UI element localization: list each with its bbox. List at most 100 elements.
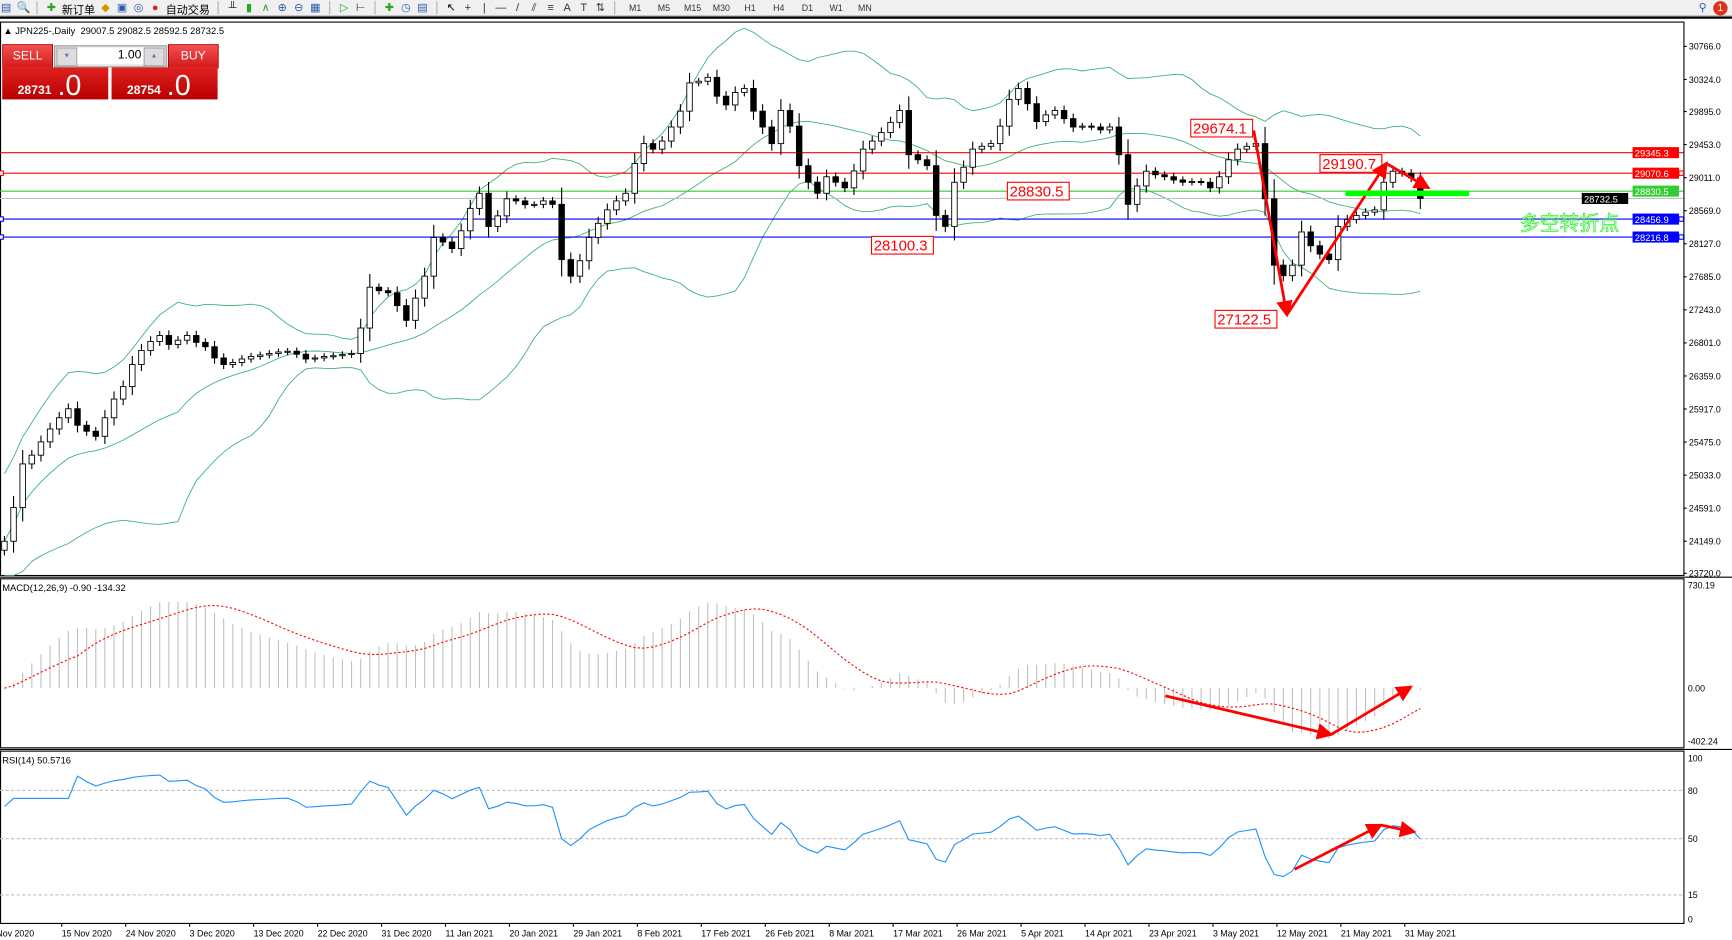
- horizontal-line-icon[interactable]: —: [495, 1, 507, 14]
- market-icon[interactable]: ▣: [116, 1, 128, 14]
- candle-body: [284, 350, 291, 353]
- macd-axis-label: 0.00: [1688, 683, 1705, 693]
- text-icon[interactable]: A: [563, 1, 571, 14]
- ask-price-main: 28754: [127, 83, 161, 98]
- candle-body: [220, 357, 227, 365]
- buy-button[interactable]: BUY: [167, 44, 219, 69]
- candle-body: [101, 417, 109, 437]
- notification-badge[interactable]: 1: [1713, 0, 1728, 15]
- bar-chart-icon[interactable]: ╨: [228, 1, 237, 14]
- new-order-icon[interactable]: ✚: [46, 1, 56, 14]
- tile-windows-icon[interactable]: ▦: [310, 1, 321, 14]
- zoom-out-icon[interactable]: ⊖: [294, 1, 304, 14]
- candle: [923, 155, 931, 171]
- price-axis-label: 28569.0: [1689, 206, 1721, 216]
- timeframe-m30[interactable]: M30: [712, 2, 730, 13]
- text-label-icon[interactable]: T: [580, 1, 588, 14]
- price-annotation: 29190.7: [1322, 157, 1376, 173]
- timeframe-m15[interactable]: M15: [683, 2, 702, 13]
- fibonacci-icon[interactable]: ≡: [547, 1, 554, 14]
- cursor-icon[interactable]: ↖: [446, 1, 456, 14]
- lot-stepper[interactable]: ▼ 1.00 ▲: [54, 45, 167, 68]
- rsi-axis-label: 0: [1688, 914, 1693, 924]
- lot-increase-icon[interactable]: ▲: [143, 47, 165, 67]
- candle-body: [467, 207, 474, 232]
- equidistant-channel-icon[interactable]: ⫽: [531, 1, 537, 14]
- metaeditor-icon[interactable]: ◆: [101, 1, 110, 14]
- candle: [467, 199, 474, 240]
- candle: [1380, 172, 1388, 220]
- candle: [512, 195, 520, 205]
- pane-frame: [0, 21, 1685, 577]
- candle-body: [850, 170, 858, 189]
- candle: [814, 176, 821, 200]
- candle: [83, 420, 90, 436]
- candle: [1353, 211, 1360, 224]
- lot-input[interactable]: 1.00: [77, 47, 144, 65]
- date-axis-label: 22 Dec 2020: [318, 929, 368, 939]
- candle: [1115, 117, 1123, 165]
- candle-body: [576, 260, 584, 277]
- candle-body: [211, 346, 218, 359]
- timeframe-d1[interactable]: D1: [801, 2, 814, 13]
- price-annotation-box: [1190, 118, 1254, 138]
- candle-body: [887, 121, 894, 133]
- toolbar-icon[interactable]: ▤: [0, 1, 12, 14]
- candle-body: [293, 350, 300, 355]
- date-axis-label: 31 Dec 2020: [382, 929, 432, 939]
- candle-body: [46, 428, 54, 443]
- timeframe-h4[interactable]: H4: [773, 2, 785, 13]
- periods-icon[interactable]: ◷: [401, 1, 411, 14]
- candle-body: [339, 354, 346, 357]
- collapse-icon[interactable]: ▲: [3, 25, 16, 37]
- candle-body: [869, 140, 876, 150]
- new-order-button[interactable]: 新订单: [61, 3, 95, 17]
- lot-decrease-icon[interactable]: ▼: [56, 47, 78, 67]
- candle-body: [613, 200, 620, 211]
- date-axis-label: 15 Nov 2020: [62, 929, 112, 939]
- auto-trading-icon[interactable]: ●: [151, 1, 159, 14]
- zoom-in-icon[interactable]: ⊕: [277, 1, 287, 14]
- candlestick-icon[interactable]: ▮: [246, 1, 253, 14]
- ask-price[interactable]: 28754 .0: [111, 67, 218, 102]
- crosshair-icon[interactable]: +: [464, 1, 472, 14]
- chart-shift-icon[interactable]: ⊢: [355, 1, 366, 14]
- price-axis-label: 25033.0: [1689, 470, 1721, 480]
- search-icon[interactable]: ⚲: [1698, 1, 1707, 14]
- candle-body: [1362, 211, 1369, 216]
- timeframe-m1[interactable]: M1: [628, 2, 642, 13]
- templates-icon[interactable]: ▤: [417, 1, 428, 14]
- timeframe-h1[interactable]: H1: [744, 2, 756, 13]
- candle-body: [677, 110, 684, 128]
- timeframe-m5[interactable]: M5: [657, 2, 671, 13]
- candle: [320, 353, 328, 362]
- trendline-icon[interactable]: /: [515, 1, 520, 14]
- candle: [101, 410, 109, 444]
- bid-price[interactable]: 28731 .0: [2, 67, 109, 102]
- signals-icon[interactable]: ◎: [133, 1, 144, 14]
- zoom-icon[interactable]: 🔍: [16, 1, 31, 14]
- timeframe-mn[interactable]: MN: [858, 2, 872, 13]
- candle: [10, 496, 17, 553]
- candle: [996, 118, 1004, 151]
- candle-body: [658, 140, 666, 150]
- candle: [28, 449, 36, 470]
- horizontal-line-price-label: 29345.3: [1635, 149, 1669, 159]
- one-click-trading-panel: SELL ▼ 1.00 ▲ BUY 28731 .0 28754 .0: [2, 44, 219, 102]
- candle-body: [1015, 87, 1022, 100]
- price-axis-label: 23720.0: [1689, 569, 1721, 579]
- candle-body: [622, 192, 629, 202]
- auto-trading-button[interactable]: 自动交易: [165, 3, 210, 17]
- sell-button[interactable]: SELL: [2, 44, 54, 69]
- arrows-icon[interactable]: ⇅: [595, 1, 605, 14]
- indicators-icon[interactable]: ✚: [384, 1, 394, 14]
- candle: [914, 150, 922, 165]
- timeframe-w1[interactable]: W1: [829, 2, 843, 13]
- candle-body: [960, 166, 967, 183]
- autoscroll-icon[interactable]: ▷: [339, 1, 349, 14]
- vertical-line-icon[interactable]: |: [482, 1, 486, 14]
- horizontal-line-price-label: 28732.5: [1584, 194, 1618, 204]
- price-label-bg: [1632, 147, 1679, 159]
- line-chart-icon[interactable]: ∧: [261, 1, 270, 14]
